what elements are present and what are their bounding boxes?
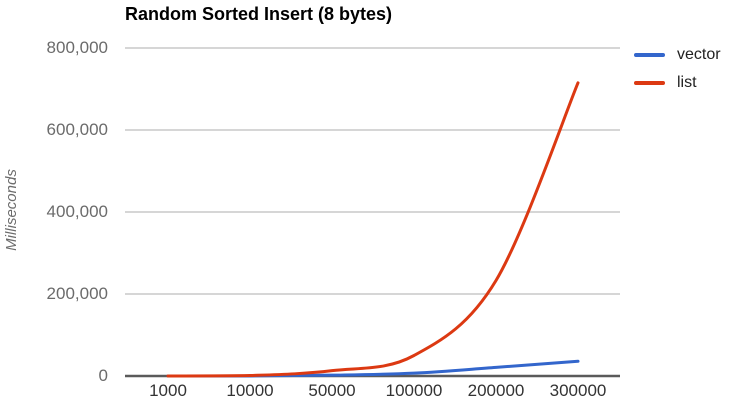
legend-label: vector xyxy=(677,46,721,63)
y-tick-label: 400,000 xyxy=(46,202,108,221)
chart-title: Random Sorted Insert (8 bytes) xyxy=(125,4,393,24)
x-tick-label: 50000 xyxy=(308,381,356,400)
legend-swatch-icon xyxy=(634,53,665,57)
series-line-list[interactable] xyxy=(166,81,580,378)
legend-item-list: list xyxy=(634,73,721,93)
y-tick-label: 600,000 xyxy=(46,120,108,139)
y-tick-label: 800,000 xyxy=(46,38,108,57)
y-tick-label: 200,000 xyxy=(46,284,108,303)
legend: vector list xyxy=(634,45,721,101)
x-tick-label: 200000 xyxy=(467,381,525,400)
legend-label: list xyxy=(677,74,697,91)
x-tick-label: 300000 xyxy=(549,381,607,400)
y-tick-label: 0 xyxy=(98,366,108,385)
x-tick-label: 10000 xyxy=(226,381,274,400)
x-tick-label: 1000 xyxy=(149,381,187,400)
legend-swatch-icon xyxy=(634,81,665,85)
legend-item-vector: vector xyxy=(634,45,721,65)
x-tick-label: 100000 xyxy=(385,381,443,400)
